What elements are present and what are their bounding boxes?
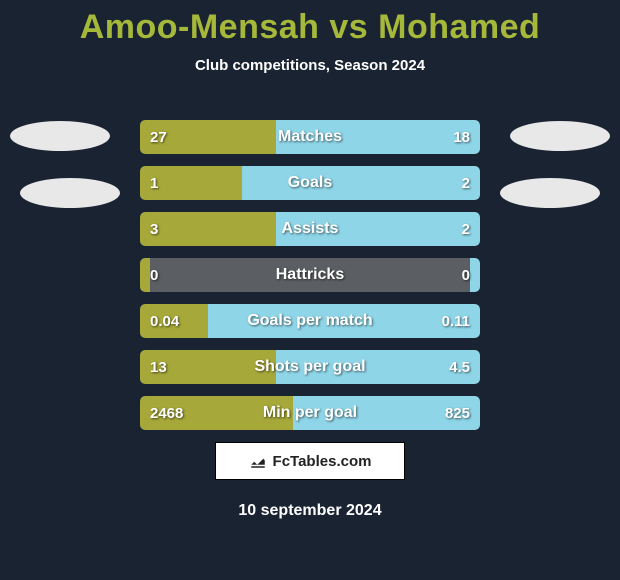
bar-row: Goals1 2 (140, 166, 480, 200)
bar-value-right: 2 (462, 212, 470, 246)
date-text: 10 september 2024 (0, 502, 620, 520)
bar-value-right: 825 (445, 396, 470, 430)
chart-icon (249, 452, 267, 470)
bar-row: Goals per match0.04 0.11 (140, 304, 480, 338)
bar-value-right: 2 (462, 166, 470, 200)
bar-value-right: 4.5 (449, 350, 470, 384)
bar-row: Matches27 18 (140, 120, 480, 154)
player-right-badge-1 (510, 121, 610, 151)
player-left-badge-1 (10, 121, 110, 151)
bar-value-left: 0.04 (150, 304, 179, 338)
bar-label: Shots per goal (140, 350, 480, 384)
bar-label: Hattricks (140, 258, 480, 292)
bar-value-left: 3 (150, 212, 158, 246)
player-right-badge-2 (500, 178, 600, 208)
bar-label: Assists (140, 212, 480, 246)
bar-row: Assists3 2 (140, 212, 480, 246)
comparison-bars: Matches2718Goals12Assists32Hattricks00Go… (140, 120, 480, 442)
bar-label: Goals per match (140, 304, 480, 338)
bar-row: Shots per goal13 4.5 (140, 350, 480, 384)
bar-value-left: 1 (150, 166, 158, 200)
bar-value-right: 0 (462, 258, 470, 292)
page-title: Amoo-Mensah vs Mohamed (0, 0, 620, 47)
player-left-badge-2 (20, 178, 120, 208)
watermark-text: FcTables.com (273, 453, 372, 470)
bar-label: Matches (140, 120, 480, 154)
bar-value-right: 18 (453, 120, 470, 154)
bar-value-left: 27 (150, 120, 167, 154)
watermark: FcTables.com (215, 442, 405, 480)
bar-row: Hattricks0 0 (140, 258, 480, 292)
bar-value-right: 0.11 (442, 304, 470, 338)
bar-value-left: 2468 (150, 396, 183, 430)
bar-value-left: 13 (150, 350, 167, 384)
bar-label: Min per goal (140, 396, 480, 430)
bar-value-left: 0 (150, 258, 158, 292)
bar-label: Goals (140, 166, 480, 200)
bar-row: Min per goal2468 825 (140, 396, 480, 430)
subtitle: Club competitions, Season 2024 (0, 57, 620, 74)
